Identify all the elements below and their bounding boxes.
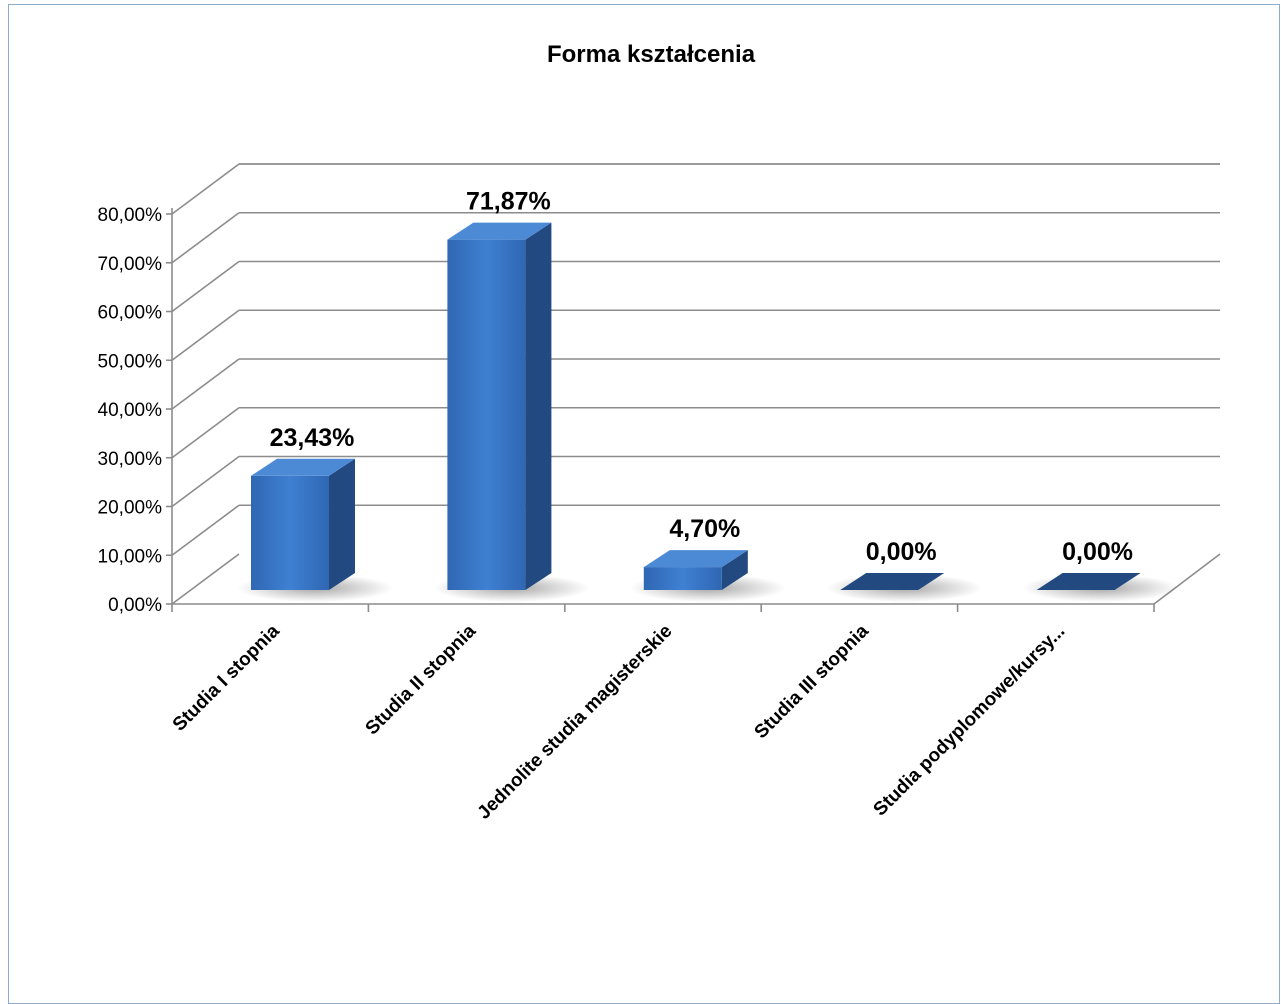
gridline (171, 455, 1220, 508)
category-label: Studia II stopnia (362, 620, 481, 739)
gridline (171, 211, 1220, 264)
y-tick-label: 40,00% (98, 400, 163, 421)
axes (166, 163, 1221, 612)
data-label: 23,43% (270, 424, 355, 452)
bars (237, 222, 1179, 602)
gridline (171, 260, 1220, 313)
y-tick-labels: 0,00% 10,00% 20,00% 30,00% 40,00% 50,00% 60,00… (98, 205, 163, 616)
category-label: Studia podyplomowe/kursy... (870, 621, 1070, 821)
data-label: 0,00% (1062, 538, 1133, 566)
chart-title: Forma kształcenia (547, 41, 756, 68)
category-label: Studia I stopnia (169, 620, 284, 735)
y-tick-label: 30,00% (98, 449, 163, 470)
category-labels: Studia I stopnia Studia II stopniaJednoli… (169, 620, 1069, 823)
data-label: 0,00% (866, 538, 937, 566)
data-labels: 23,43% 71,87% 4,70% 0,00% 0,00% (270, 188, 1133, 566)
chart-canvas: Forma kształcenia 0,00% 10,00% 20,00% 30,00… (98, 41, 1221, 824)
y-tick-label: 50,00% (98, 351, 163, 372)
bar (237, 458, 393, 602)
category-label: Jednolite studia magisterskie (474, 621, 677, 824)
gridline (171, 504, 1220, 556)
floor-right-edge (1153, 553, 1221, 605)
category-label: Studia III stopnia (751, 620, 874, 743)
bar (629, 550, 786, 602)
y-tick-label: 0,00% (108, 595, 162, 616)
gridline (171, 309, 1220, 361)
data-label: 71,87% (466, 188, 551, 216)
bar (1022, 573, 1179, 602)
gridline (171, 406, 1220, 459)
y-tick-label: 20,00% (98, 498, 163, 519)
gridline (171, 553, 240, 605)
y-tick-label: 10,00% (98, 546, 163, 567)
gridline (171, 163, 1220, 215)
data-label: 4,70% (669, 515, 740, 543)
bar (826, 573, 983, 602)
y-tick-label: 70,00% (98, 254, 163, 275)
bar (433, 222, 590, 602)
gridline (171, 358, 1220, 410)
y-tick-label: 80,00% (98, 205, 163, 226)
y-tick-label: 60,00% (98, 303, 163, 324)
